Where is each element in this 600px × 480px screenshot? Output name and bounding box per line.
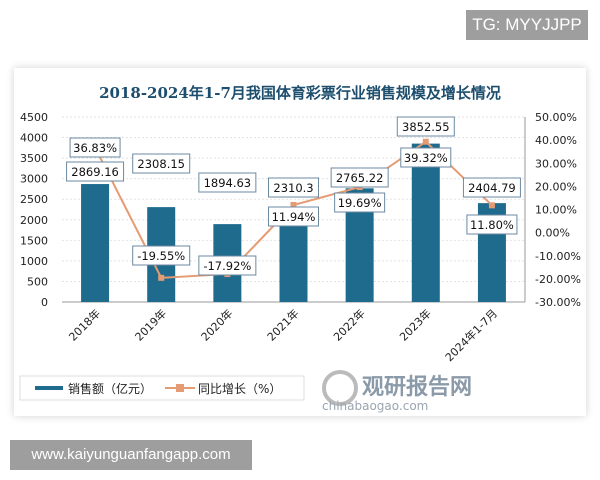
bar-value-label-box: [396, 116, 455, 137]
y-left-tick: 500: [27, 275, 48, 288]
growth-value-label-box: [400, 147, 452, 168]
y-right-tick: 0.00%: [535, 227, 570, 240]
growth-value-label-box: [334, 192, 386, 213]
y-left-tick: 4000: [20, 132, 48, 145]
legend-line-label: 同比增长（%）: [198, 382, 281, 396]
y-right-tick: 40.00%: [535, 134, 577, 147]
legend: [19, 375, 305, 401]
growth-point: [488, 202, 495, 209]
y-right-tick: 30.00%: [535, 157, 577, 170]
bar: [411, 143, 440, 302]
growth-value-label-box: [69, 137, 121, 158]
growth-point: [290, 202, 297, 209]
x-tick-label: 2023年: [396, 306, 433, 343]
legend-bar-label: 销售额（亿元）: [68, 381, 152, 396]
y-right-tick: 50.00%: [535, 111, 577, 124]
bar-value-label-box: [462, 177, 521, 198]
x-tick-label: 2024年1-7月: [442, 306, 500, 364]
logo-sub: chinabaogao.com: [322, 399, 428, 413]
growth-value-label: 11.80%: [470, 218, 514, 232]
growth-value-label-box: [466, 214, 518, 235]
growth-value-label: -17.92%: [203, 259, 251, 273]
bar-value-label-box: [268, 177, 319, 198]
y-right-tick: 10.00%: [535, 204, 577, 217]
x-tick-label: 2022年: [330, 306, 367, 343]
bar-value-label-box: [198, 172, 257, 193]
bar-value-label: 3852.55: [402, 120, 450, 134]
logo-text: 观研报告网: [362, 375, 472, 400]
y-right-tick: 20.00%: [535, 180, 577, 193]
bar-value-label-box: [330, 167, 389, 188]
y-left-tick: 3000: [20, 173, 48, 186]
bar-value-label: 2869.16: [71, 165, 119, 179]
y-right-tick: -30.00%: [535, 296, 581, 309]
growth-value-label: -19.55%: [137, 249, 185, 263]
growth-point: [158, 274, 165, 281]
y-left-tick: 1500: [20, 234, 48, 247]
bar: [81, 184, 110, 302]
growth-value-label-box: [198, 255, 257, 276]
legend-line-marker: [176, 384, 184, 392]
bar-value-label-box: [132, 153, 191, 174]
y-left-tick: 1000: [20, 255, 48, 268]
watermark-top: TG: MYYJJPP: [466, 10, 588, 40]
growth-value-label-box: [268, 206, 319, 227]
x-tick-label: 2020年: [198, 306, 235, 343]
bar-value-label: 1894.63: [204, 176, 252, 190]
legend-bar-swatch: [35, 386, 63, 390]
bar-value-label: 2310.3: [273, 181, 313, 195]
x-tick-label: 2019年: [132, 306, 169, 343]
y-right-tick: -10.00%: [535, 250, 581, 263]
growth-point: [422, 138, 429, 145]
y-left-tick: 3500: [20, 152, 48, 165]
y-left-tick: 4500: [20, 111, 48, 124]
x-tick-label: 2021年: [264, 306, 301, 343]
x-tick-label: 2018年: [66, 306, 103, 343]
growth-value-label-box: [132, 245, 191, 266]
growth-value-label: 36.83%: [73, 141, 117, 155]
bar-value-label: 2765.22: [336, 171, 384, 185]
logo-icon: [322, 370, 358, 406]
y-right-tick: -20.00%: [535, 273, 581, 286]
y-left-tick: 2000: [20, 214, 48, 227]
growth-value-label: 19.69%: [338, 196, 382, 210]
growth-value-label: 39.32%: [404, 151, 448, 165]
watermark-bottom: www.kaiyunguanfangapp.com: [10, 440, 252, 470]
growth-value-label: 11.94%: [272, 210, 316, 224]
y-left-tick: 2500: [20, 193, 48, 206]
bar-value-label: 2308.15: [137, 157, 185, 171]
bar-value-label-box: [66, 161, 125, 182]
bar-value-label: 2404.79: [468, 181, 516, 195]
y-left-tick: 0: [41, 296, 48, 309]
chart-title: 2018-2024年1-7月我国体育彩票行业销售规模及增长情况: [99, 84, 501, 102]
